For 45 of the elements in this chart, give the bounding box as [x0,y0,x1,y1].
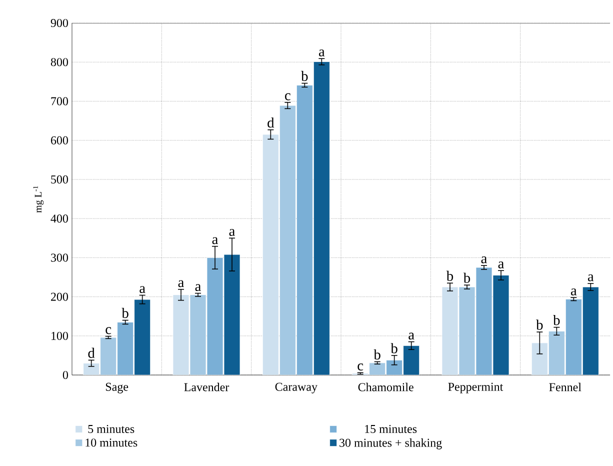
data-label: b [122,308,128,318]
data-label: a [408,332,414,340]
x-tick-label: Fennel [549,382,582,392]
y-tick-label: 600 [50,136,68,144]
legend-label: 30 minutes + shaking [340,438,442,450]
data-label: c [106,327,112,334]
data-label: a [140,286,146,294]
data-label: a [195,284,201,292]
data-label: a [178,280,184,288]
y-tick-label: 300 [51,254,68,262]
data-label: a [318,50,325,56]
data-label: a [588,274,594,282]
data-label: b [553,314,560,326]
x-tick-label: Lavender [184,382,230,392]
data-label: a [498,261,504,268]
legend-label: 15 minutes [365,424,417,434]
y-tick-label: 200 [51,292,68,301]
data-label: a [481,256,487,264]
y-tick-label: 500 [51,175,68,184]
y-tick-label: 400 [50,214,68,223]
data-label: b [463,272,470,283]
y-tick-label: 100 [52,332,68,340]
y-tick-label: 900 [50,18,68,28]
y-tick-label: 800 [50,58,68,66]
data-label: a [229,229,235,236]
data-label: d [88,348,95,358]
data-label: b [446,270,454,281]
legend-label: 5 minutes [88,424,134,434]
x-tick-label: Caraway [275,382,318,394]
y-tick-label: 0 [62,370,68,380]
data-label: c [285,93,290,100]
data-label: b [301,70,308,82]
data-label: b [374,349,380,360]
data-label: d [268,117,274,128]
data-label: c [358,364,364,370]
y-axis-title: mg L$^{-1}$ [33,186,44,213]
data-label: b [390,343,398,354]
x-tick-label: Peppermint [448,382,504,394]
data-label: b [536,320,543,330]
x-tick-label: Sage [106,382,128,394]
data-label: a [212,237,218,244]
data-label: a [570,288,577,296]
y-tick-label: 700 [51,97,68,106]
legend-label: 10 minutes [86,438,138,447]
x-tick-label: Chamomile [358,382,414,392]
